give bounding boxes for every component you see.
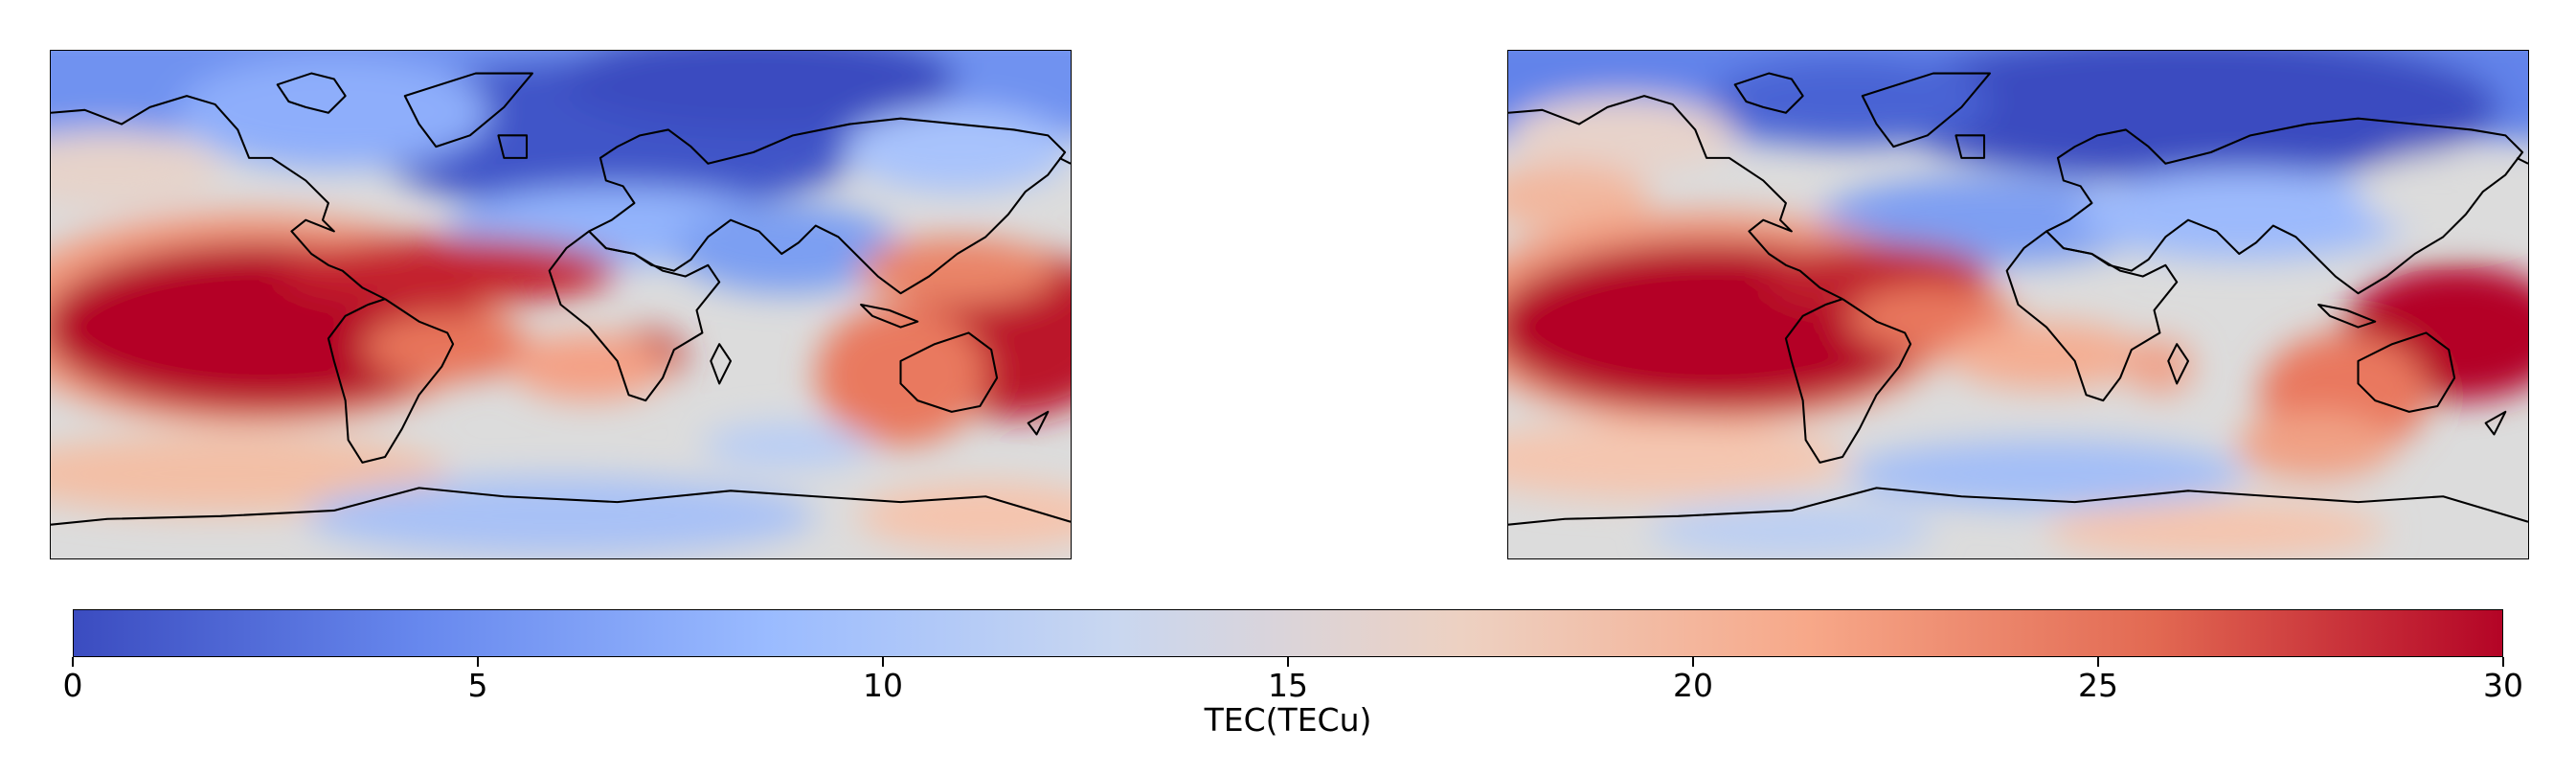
colorbar-tick-label: 15 [1268,667,1308,704]
colorbar-tick-label: 20 [1673,667,1713,704]
colorbar-tick-label: 25 [2078,667,2118,704]
colorbar-label: TEC(TECu) [1204,701,1372,739]
colorbar-tick-mark [882,657,884,667]
map-canvas-left [51,51,1071,558]
tec-field-right [1508,51,2528,558]
map-canvas-right [1508,51,2528,558]
coastlines-left [51,72,1071,526]
colorbar-tick-mark [2097,657,2099,667]
tec-field-left [51,51,1071,557]
coastlines-right [1508,72,2528,526]
colorbar-tick-label: 30 [2483,667,2523,704]
colorbar-tick-mark [72,657,74,667]
tec-map-right [1507,50,2529,559]
colorbar-tick-label: 10 [863,667,903,704]
colorbar-tick-mark [477,657,479,667]
colorbar-tick-mark [1287,657,1289,667]
tec-map-left [50,50,1072,559]
colorbar-tick-label: 5 [467,667,488,704]
colorbar-tick-mark [2502,657,2504,667]
colorbar-tick-mark [1692,657,1694,667]
colorbar-tick-label: 0 [62,667,83,704]
colorbar-ticks: 0 5 10 15 20 25 30 [63,657,2523,705]
colorbar [73,609,2503,657]
